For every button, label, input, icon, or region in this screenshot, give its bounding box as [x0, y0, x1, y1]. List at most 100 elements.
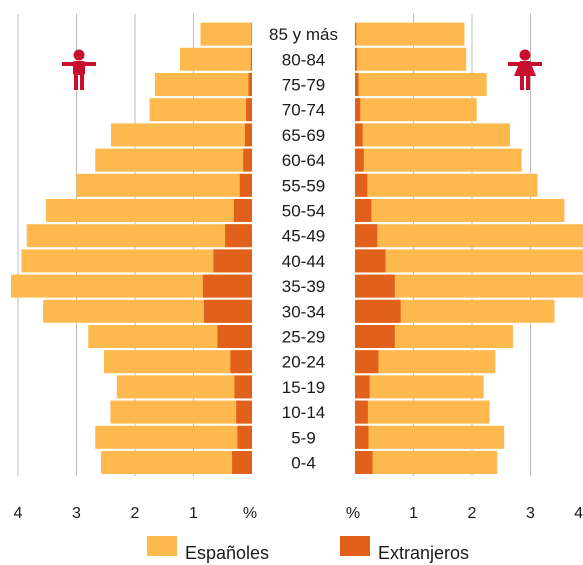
age-label-20-24: 20-24: [282, 353, 325, 372]
bar-espanoles-left-25-29: [88, 325, 252, 348]
tick-right-3: 3: [526, 505, 535, 522]
bar-espanoles-left-60-64: [95, 148, 252, 172]
tick-left-2: 2: [131, 505, 140, 522]
bar-extranjeros-left-85-y-mas: [251, 22, 252, 46]
bar-espanoles-right-35-39: [355, 274, 583, 298]
bar-espanoles-right-70-74: [355, 98, 477, 122]
bar-espanoles-left-70-74: [149, 98, 252, 122]
bar-extranjeros-right-20-24: [355, 350, 379, 374]
bar-extranjeros-left-15-19: [234, 375, 252, 399]
bar-espanoles-right-10-14: [355, 400, 490, 424]
bar-extranjeros-left-65-69: [244, 123, 252, 147]
bar-espanoles-left-50-54: [46, 199, 252, 222]
bar-extranjeros-left-10-14: [236, 400, 252, 424]
age-label-70-74: 70-74: [282, 101, 325, 120]
bar-extranjeros-left-0-4: [232, 451, 252, 474]
bar-extranjeros-left-20-24: [230, 350, 252, 374]
bar-extranjeros-right-15-19: [355, 375, 370, 399]
age-label-0-4: 0-4: [291, 454, 316, 473]
age-label-50-54: 50-54: [282, 202, 325, 221]
bar-extranjeros-left-40-44: [213, 249, 252, 273]
bar-espanoles-left-20-24: [103, 350, 253, 374]
age-label-10-14: 10-14: [282, 403, 325, 422]
age-label-75-79: 75-79: [282, 76, 325, 95]
tick-right-pct: %: [346, 505, 360, 522]
age-label-40-44: 40-44: [282, 252, 325, 271]
age-label-35-39: 35-39: [282, 277, 325, 296]
bar-espanoles-right-60-64: [355, 148, 522, 172]
tick-left-4: 4: [14, 505, 23, 522]
bar-extranjeros-right-40-44: [355, 249, 386, 273]
bar-extranjeros-right-5-9: [355, 425, 369, 449]
legend-swatch-extranjeros: [340, 536, 370, 556]
bar-espanoles-right-55-59: [355, 173, 538, 197]
male-figure-icon: [62, 49, 96, 90]
bar-extranjeros-left-55-59: [239, 173, 252, 197]
x-axis-ticks: 4 3 2 1%% 1 2 3 4: [14, 505, 583, 522]
age-label-65-69: 65-69: [282, 126, 325, 145]
tick-right-4: 4: [574, 505, 583, 522]
bar-espanoles-right-0-4: [355, 451, 498, 474]
bar-espanoles-right-75-79: [355, 73, 487, 96]
age-label-60-64: 60-64: [282, 151, 325, 170]
bar-espanoles-left-75-79: [154, 73, 252, 96]
bar-extranjeros-left-25-29: [217, 325, 252, 348]
bar-extranjeros-right-0-4: [355, 451, 373, 474]
bar-extranjeros-left-75-79: [248, 73, 252, 96]
tick-right-1: 1: [409, 505, 418, 522]
bar-extranjeros-right-80-84: [355, 47, 357, 71]
age-label-5-9: 5-9: [291, 428, 316, 447]
legend-label-extranjeros: Extranjeros: [378, 543, 470, 563]
legend-label-espanoles: Españoles: [185, 543, 270, 563]
bar-espanoles-right-85-y-mas: [355, 22, 465, 46]
bar-espanoles-left-15-19: [116, 375, 253, 399]
bar-espanoles-left-45-49: [26, 224, 253, 248]
bar-espanoles-left-65-69: [111, 123, 252, 147]
bar-espanoles-right-65-69: [355, 123, 511, 147]
bar-extranjeros-right-45-49: [355, 224, 378, 248]
bar-espanoles-left-85-y-mas: [200, 22, 252, 46]
bars: [10, 22, 583, 474]
bar-extranjeros-right-50-54: [355, 199, 372, 222]
legend-item-espanoles: Españoles: [147, 536, 269, 562]
age-label-15-19: 15-19: [282, 378, 325, 397]
tick-left-3: 3: [72, 505, 81, 522]
tick-left-pct: %: [243, 505, 257, 522]
bar-espanoles-right-45-49: [355, 224, 583, 248]
age-label-25-29: 25-29: [282, 328, 325, 347]
bar-espanoles-left-55-59: [76, 173, 252, 197]
bar-extranjeros-right-55-59: [355, 173, 368, 197]
tick-right-2: 2: [468, 505, 477, 522]
bar-espanoles-right-80-84: [355, 47, 467, 71]
bar-extranjeros-left-70-74: [246, 98, 252, 122]
bar-espanoles-right-15-19: [355, 375, 484, 399]
bar-extranjeros-left-80-84: [250, 47, 252, 71]
age-label-30-34: 30-34: [282, 302, 325, 321]
age-label-80-84: 80-84: [282, 50, 325, 69]
bar-extranjeros-right-60-64: [355, 148, 364, 172]
bar-espanoles-right-5-9: [355, 425, 505, 449]
bar-extranjeros-right-75-79: [355, 73, 359, 96]
bar-extranjeros-right-70-74: [355, 98, 361, 122]
bar-extranjeros-right-10-14: [355, 400, 368, 424]
age-label-45-49: 45-49: [282, 227, 325, 246]
bar-extranjeros-left-30-34: [204, 299, 252, 323]
bar-espanoles-right-40-44: [355, 249, 583, 273]
bar-extranjeros-left-60-64: [243, 148, 252, 172]
bar-extranjeros-right-85-y-mas: [355, 22, 357, 46]
bar-extranjeros-right-25-29: [355, 325, 395, 348]
bar-espanoles-right-50-54: [355, 199, 565, 222]
bar-extranjeros-right-30-34: [355, 299, 401, 323]
legend: Españoles Extranjeros: [0, 536, 583, 565]
bar-espanoles-right-20-24: [355, 350, 496, 374]
bar-extranjeros-left-35-39: [202, 274, 252, 298]
bar-espanoles-left-35-39: [10, 274, 253, 298]
age-labels: 0-4 5-9 10-14 15-19 20-24 25-29 30-34 35-39 40-4…: [269, 25, 338, 472]
bar-espanoles-left-0-4: [101, 451, 252, 474]
bar-espanoles-left-10-14: [110, 400, 253, 424]
female-figure-icon: [508, 49, 542, 90]
bar-extranjeros-left-50-54: [233, 199, 252, 222]
age-label-55-59: 55-59: [282, 176, 325, 195]
age-label-85-y-mas: 85 y más: [269, 25, 338, 44]
